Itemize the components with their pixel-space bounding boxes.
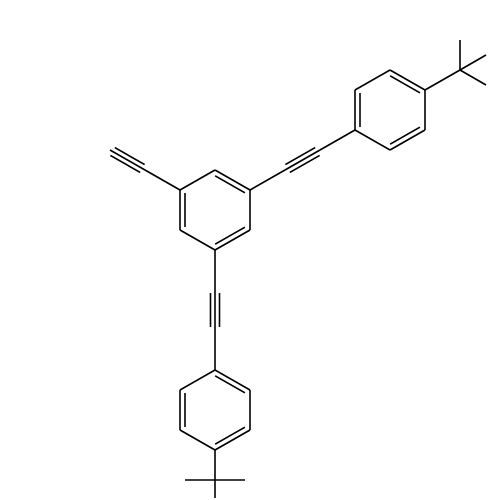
bond-line xyxy=(460,70,486,85)
bond-line xyxy=(390,70,425,90)
bond-line xyxy=(180,430,215,450)
bond-line xyxy=(180,230,215,250)
bond-line xyxy=(320,130,355,150)
bond-line xyxy=(180,370,215,390)
bond-line xyxy=(215,370,250,390)
bond-line xyxy=(390,130,425,150)
bond-line xyxy=(250,170,285,190)
bond-line xyxy=(460,55,486,70)
bond-line xyxy=(180,170,215,190)
bond-line xyxy=(215,170,250,190)
bond-line xyxy=(215,430,250,450)
bond-line xyxy=(215,230,250,250)
bond-line xyxy=(355,130,390,150)
molecule-diagram xyxy=(0,0,500,500)
bond-line xyxy=(355,70,390,90)
bond-line xyxy=(145,170,180,190)
bond-line xyxy=(425,70,460,90)
bond-line xyxy=(110,150,145,170)
bond-line xyxy=(285,150,320,170)
